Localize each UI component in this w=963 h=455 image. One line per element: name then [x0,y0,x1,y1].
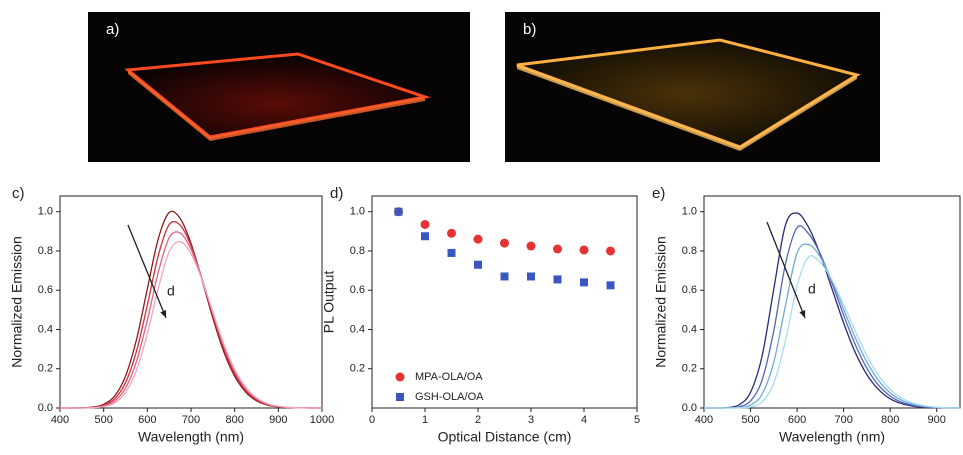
photo-label: a) [106,21,119,38]
panel-label: e) [652,185,665,202]
y-tick-label: 0.4 [38,323,53,335]
photo-label: b) [523,21,536,38]
y-tick-label: 0.6 [38,284,53,296]
spectrum-line [704,254,961,409]
y-tick-label: 0.0 [682,402,697,414]
x-tick-label: 0 [369,414,375,426]
x-tick-label: 4 [581,414,587,426]
y-tick-label: 0.4 [682,323,697,335]
y-tick-label: 0.2 [350,363,365,375]
x-tick-label: 3 [528,414,534,426]
plot-frame [371,195,638,409]
panel-label: d) [330,185,343,202]
data-point [527,272,535,281]
x-axis-title: Wavelength (nm) [779,429,885,445]
chart: c) 400 500 600 700 800 900 1000 0.0 0.2 0.4 0.6 0.8 1… [9,185,335,445]
legend-label: GSH-OLA/OA [415,391,484,403]
data-point [606,246,615,256]
arrow-shaft [766,221,806,319]
y-axis-title: Normalized Emission [653,236,669,367]
photo-b: b) [505,12,880,162]
x-tick-label: 600 [788,414,806,426]
legend-marker [396,393,404,401]
x-tick-label: 500 [94,414,112,426]
annotation: d [167,283,175,299]
panel-label: c) [12,185,25,202]
x-tick-label: 5 [634,414,640,426]
x-tick-label: 800 [881,414,899,426]
spectrum-line [59,210,323,409]
data-point [553,275,562,284]
data-point [500,238,509,248]
photo-a: a) [88,12,470,162]
spectrum-line [703,212,961,409]
arrow-head [160,310,167,318]
x-axis-title: Optical Distance (cm) [438,429,572,445]
y-tick-label: 0.2 [38,363,53,375]
data-point [580,278,588,287]
y-tick-label: 1.0 [682,206,697,218]
x-tick-label: 700 [182,414,200,426]
x-axis-title: Wavelength (nm) [138,429,244,445]
data-point [553,244,562,254]
chart: e) 400 500 600 700 800 900 0.0 0.2 0.4 0.6 0.8 1.0 Wa… [652,185,961,445]
slab-edge [517,65,857,151]
data-point [421,232,429,241]
annotation: d [808,281,816,297]
legend: MPA-OLA/OA GSH-OLA/OA [395,371,484,403]
y-tick-label: 0.8 [682,245,697,257]
spectrum-line [704,243,961,409]
arrow-head [799,310,806,318]
x-tick-label: 2 [475,414,481,426]
x-tick-label: 1 [422,414,428,426]
spectrum-line [60,231,323,409]
arrow-shaft [127,224,167,319]
data-point [474,260,482,269]
x-tick-label: 900 [269,414,287,426]
data-point [579,245,589,255]
x-tick-label: 1000 [310,414,334,426]
y-tick-label: 1.0 [38,206,53,218]
y-tick-label: 0.4 [350,323,365,335]
x-tick-label: 800 [225,414,243,426]
y-axis-title: Normalized Emission [9,236,25,367]
spectrum-line [703,225,961,409]
y-axis-title: PL Output [321,271,337,334]
x-tick-label: 400 [51,414,69,426]
y-tick-label: 0.2 [682,363,697,375]
y-tick-label: 0.6 [682,284,697,296]
x-tick-label: 900 [928,414,946,426]
data-point [447,228,456,238]
data-point [526,241,536,251]
data-point [420,219,430,229]
data-point [473,234,483,244]
y-tick-label: 0.6 [350,284,365,296]
data-point [500,272,509,281]
slab-edge [128,70,425,141]
y-tick-label: 1.0 [350,206,365,218]
chart: d) 0 1 2 3 4 5 0.2 0.4 0.6 0.8 1.0 Optical Distance … [321,185,640,445]
y-tick-label: 0.0 [38,402,53,414]
data-point [394,207,403,216]
plot-frame [703,195,961,409]
data-point [606,281,615,290]
x-tick-label: 500 [741,414,759,426]
x-tick-label: 600 [138,414,156,426]
data-point [447,248,456,257]
y-tick-label: 0.8 [350,245,365,257]
plot-frame [59,195,323,409]
x-tick-label: 700 [834,414,852,426]
spectrum-line [60,240,323,409]
legend-marker [395,372,405,382]
x-tick-label: 400 [695,414,713,426]
y-tick-label: 0.8 [38,245,53,257]
legend-label: MPA-OLA/OA [415,371,483,383]
